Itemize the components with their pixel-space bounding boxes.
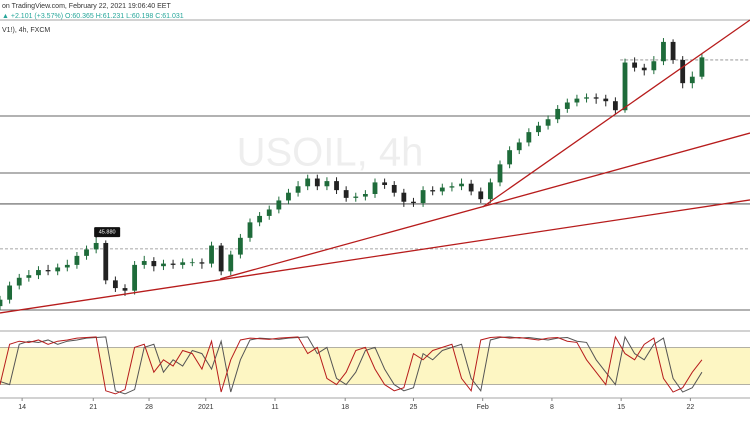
- x-tick-label: 21: [89, 404, 97, 411]
- candle-body: [603, 98, 609, 102]
- candle-body: [449, 186, 455, 188]
- stoch-band: [0, 347, 750, 385]
- candle-body: [305, 178, 311, 187]
- candle-body: [55, 267, 61, 272]
- candle-body: [324, 181, 330, 187]
- candle-body: [430, 190, 436, 192]
- candle-body: [209, 245, 214, 264]
- price-label: 45.880: [99, 230, 116, 236]
- candle-body: [507, 150, 513, 165]
- candle-body: [151, 261, 157, 267]
- candle-body: [353, 196, 359, 198]
- candle-body: [218, 245, 224, 272]
- candle-body: [564, 102, 570, 109]
- stoch-d-line: [0, 335, 703, 395]
- candle-body: [584, 97, 589, 99]
- candle-body: [411, 201, 416, 204]
- candle-body: [382, 182, 388, 185]
- x-tick-label: 25: [410, 404, 418, 411]
- candle-body: [487, 182, 493, 200]
- candle-body: [74, 255, 80, 265]
- candle-body: [189, 262, 195, 264]
- x-tick-label: Feb: [477, 404, 489, 411]
- candle-body: [228, 254, 234, 272]
- candle-body: [276, 200, 282, 210]
- candle-body: [459, 183, 464, 187]
- candle-body: [555, 108, 561, 120]
- candle-body: [64, 264, 70, 268]
- stoch-k-line: [0, 335, 703, 395]
- candle-body: [391, 184, 397, 193]
- trendline: [0, 199, 750, 314]
- candle-body: [622, 62, 628, 111]
- candle-body: [112, 280, 118, 289]
- candle-body: [478, 191, 484, 200]
- candle-body: [612, 101, 618, 111]
- candle-body: [36, 270, 41, 276]
- candle-body: [180, 262, 186, 265]
- candle-body: [516, 142, 522, 151]
- candle-body: [632, 62, 638, 68]
- candle-body: [680, 59, 686, 84]
- candle-body: [84, 249, 89, 256]
- candle-body: [574, 98, 580, 103]
- candle-body: [468, 183, 474, 192]
- x-tick-label: 14: [18, 404, 26, 411]
- candle-body: [132, 264, 138, 291]
- symbol-text: V1!), 4h, FXCM: [2, 27, 50, 34]
- watermark: USOIL, 4h: [237, 131, 424, 175]
- candle-body: [295, 186, 301, 193]
- candle-body: [247, 222, 253, 238]
- candle-body: [199, 262, 205, 264]
- candle-body: [314, 178, 320, 187]
- candle-body: [16, 277, 22, 286]
- candle-body: [26, 275, 32, 278]
- candle-body: [7, 285, 13, 300]
- candle-body: [545, 119, 551, 126]
- candle-body: [699, 57, 705, 77]
- price-label-box: [94, 227, 121, 238]
- candle-body: [45, 270, 51, 272]
- candle-body: [161, 263, 166, 267]
- candle-body: [536, 125, 541, 133]
- candle-body: [661, 41, 666, 62]
- candle-body: [170, 263, 176, 265]
- candle-body: [266, 209, 272, 216]
- x-tick-label: 11: [271, 404, 278, 411]
- trendline: [482, 19, 750, 208]
- candle-body: [103, 242, 109, 281]
- candle-body: [141, 261, 147, 265]
- candle-body: [257, 215, 263, 223]
- x-tick-label: 2021: [198, 404, 214, 411]
- candle-body: [641, 67, 647, 71]
- x-tick-label: 22: [686, 404, 694, 411]
- x-tick-label: 28: [145, 404, 153, 411]
- candle-body: [286, 192, 291, 201]
- candle-body: [334, 181, 339, 191]
- candle-body: [651, 61, 657, 71]
- quote-text: ▲ +2.101 (+3.57%) O:60.365 H:61.231 L:60…: [2, 13, 184, 20]
- candle-body: [372, 182, 378, 194]
- candle-body: [0, 299, 3, 307]
- candle-body: [93, 242, 99, 250]
- candle-body: [439, 187, 445, 192]
- candle-body: [401, 192, 407, 202]
- candle-body: [689, 76, 695, 84]
- candle-body: [343, 190, 349, 198]
- x-tick-label: 15: [617, 404, 625, 411]
- candle-body: [526, 132, 532, 143]
- source-text: on TradingView.com, February 22, 2021 19…: [2, 3, 171, 10]
- candle-body: [497, 164, 503, 183]
- candle-body: [670, 41, 676, 60]
- x-tick-label: 8: [550, 404, 554, 411]
- candle-body: [593, 97, 599, 99]
- candle-body: [237, 237, 243, 255]
- candle-body: [362, 194, 368, 197]
- candle-body: [122, 288, 128, 291]
- candle-body: [420, 190, 426, 204]
- x-tick-label: 18: [341, 404, 349, 411]
